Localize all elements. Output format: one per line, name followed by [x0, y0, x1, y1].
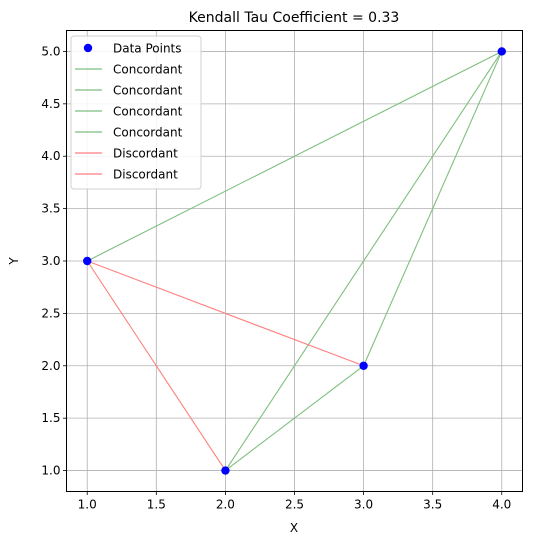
x-tick-label: 3.5 [423, 498, 442, 512]
y-tick-label: 2.5 [41, 306, 60, 320]
legend-label: Concordant [113, 105, 183, 119]
y-axis-ticks: 1.0 1.5 2.0 2.5 3.0 3.5 4.0 4.5 5.0 [41, 44, 67, 478]
concordant-pair-line [86, 50, 503, 262]
legend-marker-dot [83, 43, 93, 53]
data-points [83, 47, 506, 475]
legend-label: Discordant [113, 168, 178, 182]
legend-label: Concordant [113, 84, 183, 98]
legend-label: Concordant [113, 126, 183, 140]
y-tick-label: 3.0 [41, 254, 60, 268]
data-point [83, 256, 92, 266]
x-tick-label: 3.0 [354, 498, 373, 512]
y-tick-label: 4.0 [41, 149, 60, 163]
chart-title: Kendall Tau Coefficient = 0.33 [189, 10, 400, 26]
legend-box [70, 35, 202, 190]
y-tick-label: 5.0 [41, 44, 60, 58]
y-tick-label: 2.0 [41, 359, 60, 373]
x-tick-label: 2.0 [216, 498, 235, 512]
concordant-pair-line [363, 51, 503, 366]
pair-lines [86, 50, 503, 471]
y-tick-label: 1.5 [41, 411, 60, 425]
y-tick-label: 3.5 [41, 202, 60, 216]
legend: Data Points Concordant Concordant Concordan… [70, 35, 202, 190]
legend-label: Concordant [113, 63, 183, 77]
data-point [221, 466, 230, 475]
x-axis-label: X [290, 521, 298, 535]
data-point [359, 361, 368, 370]
y-axis-label: Y [7, 257, 21, 266]
y-tick-label: 1.0 [41, 464, 60, 478]
legend-label: Discordant [113, 147, 178, 161]
y-tick-label: 4.5 [41, 97, 60, 111]
x-axis-ticks: 1.0 1.5 2.0 2.5 3.0 3.5 4.0 [78, 491, 511, 512]
legend-label: Data Points [113, 42, 182, 56]
x-tick-label: 1.5 [147, 498, 166, 512]
concordant-pair-line [224, 51, 503, 471]
data-point [497, 47, 506, 56]
discordant-pair-line [86, 260, 226, 471]
concordant-pair-line [225, 365, 364, 471]
x-tick-label: 4.0 [492, 498, 511, 512]
discordant-pair-line [87, 260, 364, 367]
x-tick-label: 2.5 [285, 498, 304, 512]
x-tick-label: 1.0 [78, 498, 97, 512]
